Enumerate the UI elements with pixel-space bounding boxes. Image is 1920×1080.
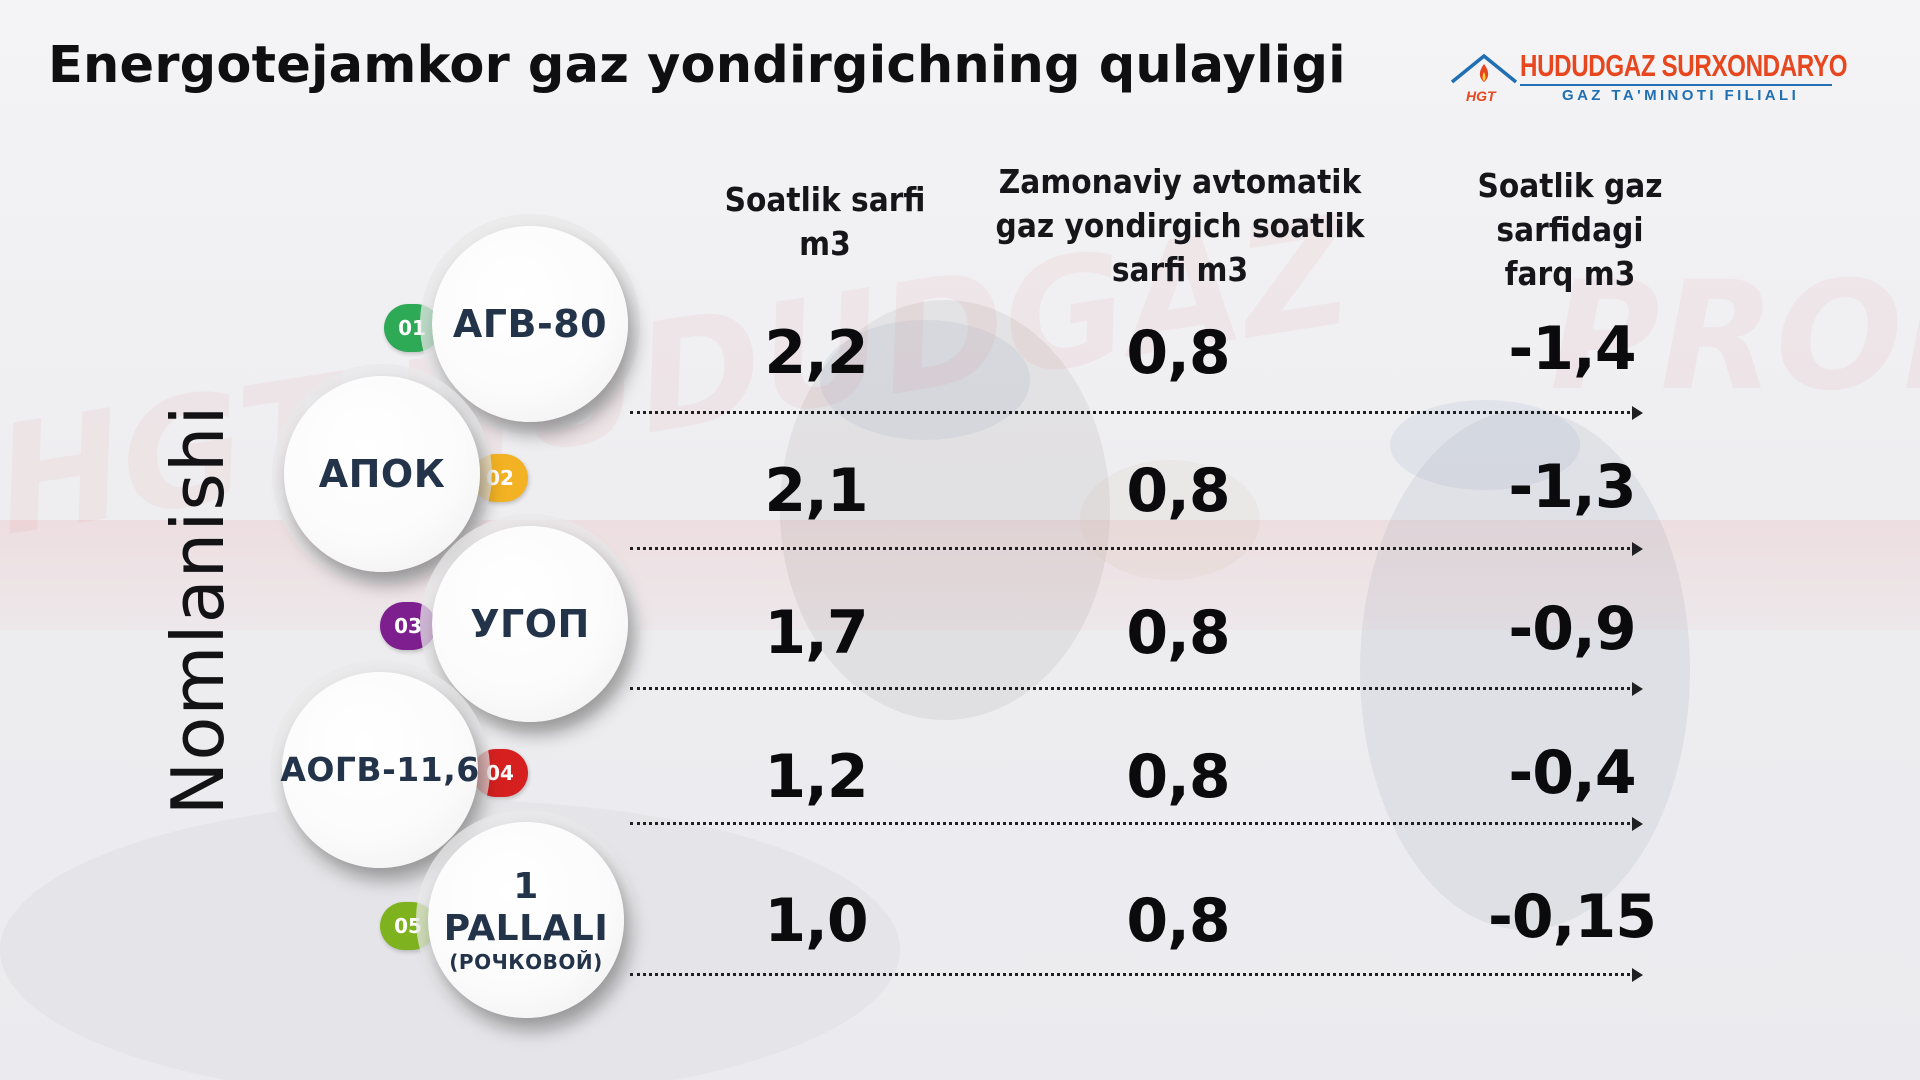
difference-value: -0,4	[1508, 738, 1636, 808]
row-divider	[630, 547, 1636, 550]
logo-divider	[1520, 84, 1832, 86]
device-name: АГВ-80	[452, 302, 608, 346]
row-badge: 03	[380, 602, 436, 650]
difference-value: -1,4	[1508, 314, 1636, 384]
device-circle: АПОК	[284, 376, 480, 572]
row-badge: 05	[380, 902, 436, 950]
row-badge: 04	[472, 749, 528, 797]
page-title: Energotejamkor gaz yondirgichning qulayl…	[48, 36, 1346, 95]
modern-value: 0,8	[1126, 742, 1230, 812]
difference-value: -1,3	[1508, 452, 1636, 522]
house-flame-icon	[1450, 53, 1518, 84]
side-label: Nomlanishi	[156, 404, 240, 816]
device-circle: 1 PALLALI (РОЧКОВОЙ)	[428, 822, 624, 1018]
row-divider	[630, 973, 1636, 976]
arrow-icon	[1632, 968, 1643, 982]
device-name: АПОК	[318, 452, 446, 496]
arrow-icon	[1632, 542, 1643, 556]
arrow-icon	[1632, 682, 1643, 696]
hourly-value: 1,2	[764, 742, 868, 812]
row-divider	[630, 411, 1636, 414]
logo-mark: HGT	[1466, 88, 1496, 104]
device-name: УГОП	[470, 602, 590, 646]
modern-value: 0,8	[1126, 886, 1230, 956]
difference-value: -0,9	[1508, 594, 1636, 664]
device-circle: АОГВ-11,6	[280, 672, 480, 868]
company-logo: HGT HUDUDGAZ SURXONDARYO GAZ TA'MINOTI F…	[1448, 44, 1848, 114]
logo-subtitle: GAZ TA'MINOTI FILIALI	[1562, 87, 1800, 104]
hourly-value: 2,1	[764, 456, 868, 526]
modern-value: 0,8	[1126, 598, 1230, 668]
hourly-value: 1,7	[764, 598, 868, 668]
device-name: 1 PALLALI (РОЧКОВОЙ)	[443, 866, 609, 974]
modern-value: 0,8	[1126, 456, 1230, 526]
row-badge: 01	[384, 304, 440, 352]
row-divider	[630, 687, 1636, 690]
row-badge: 02	[472, 454, 528, 502]
device-name: АОГВ-11,6	[280, 750, 480, 789]
arrow-icon	[1632, 817, 1643, 831]
column-header-difference: Soatlik gaz sarfidagi farq m3	[1477, 166, 1663, 293]
device-circle: УГОП	[432, 526, 628, 722]
column-header-modern: Zamonaviy avtomatik gaz yondirgich soatl…	[995, 162, 1365, 289]
device-circle: АГВ-80	[432, 226, 628, 422]
row-divider	[630, 822, 1636, 825]
logo-name: HUDUDGAZ SURXONDARYO	[1520, 48, 1848, 83]
hourly-value: 1,0	[764, 886, 868, 956]
difference-value: -0,15	[1488, 882, 1657, 952]
arrow-icon	[1632, 406, 1643, 420]
modern-value: 0,8	[1126, 318, 1230, 388]
column-header-hourly: Soatlik sarfi m3	[724, 180, 926, 263]
hourly-value: 2,2	[764, 318, 868, 388]
